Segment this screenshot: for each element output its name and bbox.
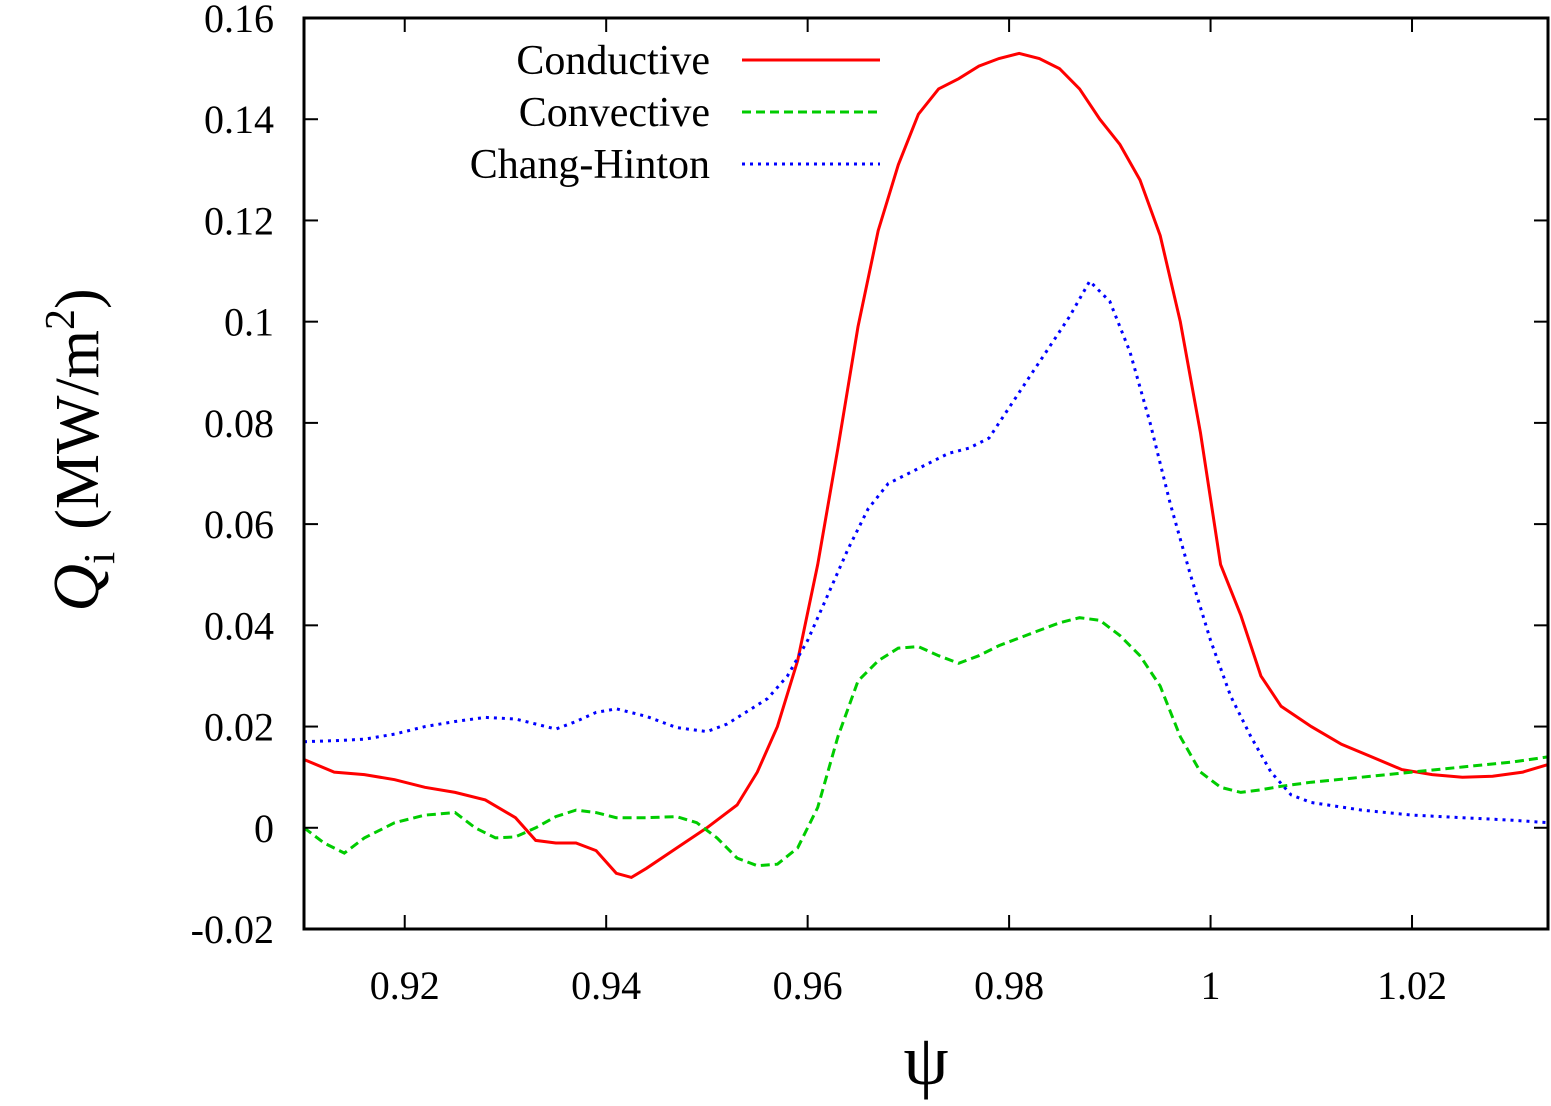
y-tick-label: -0.02 [191, 907, 274, 952]
y-tick-label: 0.14 [204, 97, 274, 142]
y-tick-label: 0.12 [204, 198, 274, 243]
tick-layer: 0.92 0.94 0.96 0.98 1 1.02 -0.02 0 0.02 0.04 0.06 0… [191, 0, 1548, 1008]
series-line-conductive [304, 51, 1548, 880]
x-tick-label: 0.96 [773, 963, 843, 1008]
legend-label-conductive: Conductive [516, 38, 710, 84]
y-axis-unit-close: ) [44, 288, 112, 309]
x-axis-title: ψ [903, 1020, 948, 1100]
y-tick-label: 0.04 [204, 603, 274, 648]
y-tick-label: 0.16 [204, 0, 274, 41]
x-tick-label: 1.02 [1377, 963, 1447, 1008]
legend: Conductive Convective Chang-Hinton [470, 38, 880, 188]
svg-text:Qi(MW/m2): Qi (MW/m2) [38, 288, 124, 611]
x-tick-label: 0.94 [571, 963, 641, 1008]
y-axis-title: Qi (MW/m2) [38, 288, 124, 611]
y-tick-label: 0.1 [224, 300, 274, 345]
x-tick-label: 0.98 [974, 963, 1044, 1008]
y-axis-subscript: i [75, 552, 124, 564]
legend-label-convective: Convective [519, 90, 710, 136]
y-axis-unit-exponent: 2 [38, 309, 84, 330]
series-layer [304, 51, 1548, 880]
y-tick-label: 0 [254, 806, 274, 851]
y-tick-label: 0.08 [204, 401, 274, 446]
plot-frame [302, 16, 1550, 931]
series-line-chang-hinton [304, 278, 1548, 825]
x-tick-label: 1 [1201, 963, 1221, 1008]
y-axis-unit: (MW/m [44, 330, 112, 530]
y-tick-label: 0.06 [204, 502, 274, 547]
x-tick-label: 0.92 [370, 963, 440, 1008]
y-axis-symbol: Q [40, 564, 113, 612]
legend-label-chang-hinton: Chang-Hinton [470, 142, 710, 188]
y-tick-label: 0.02 [204, 705, 274, 750]
series-line-convective [304, 616, 1548, 868]
